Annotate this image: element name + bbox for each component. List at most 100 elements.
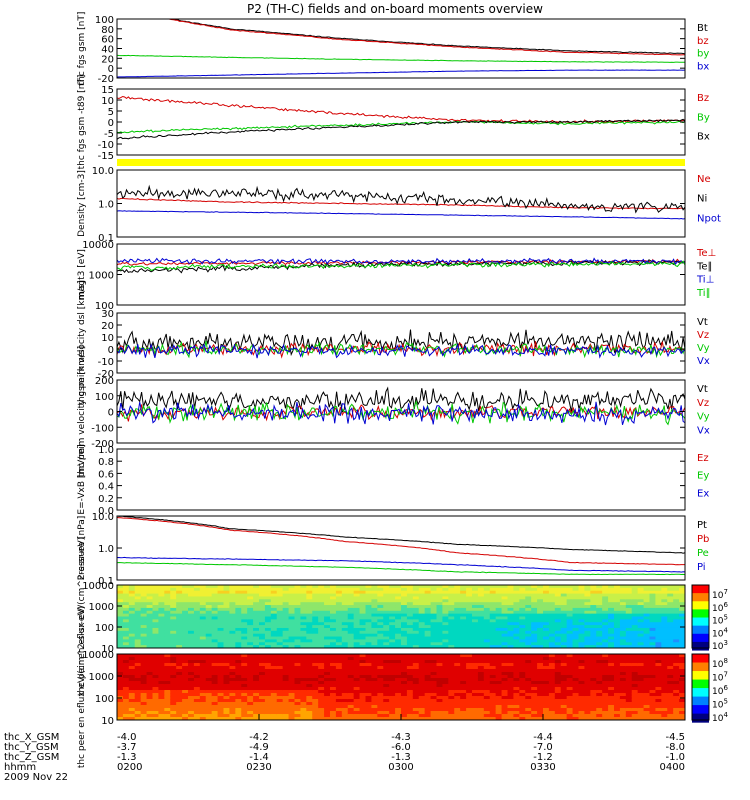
series-line-pt [117, 516, 685, 554]
legend-label: Pe [697, 548, 709, 559]
series-line-ti [117, 257, 685, 266]
panel-10: 10000 1000 100 10 thc peer en eflux eV/(cm^2… [77, 606, 686, 768]
panel-frame [116, 88, 686, 156]
ytick-label: 0.1 [98, 576, 114, 587]
ephemeris-value: -1.0 [665, 752, 685, 763]
y-axis-label: thc fgs gsm [nT] [77, 12, 87, 86]
colorbar-tick-label: 106 [712, 684, 728, 697]
ytick-label: 100 [95, 694, 114, 705]
colorbar-tick-label: 104 [712, 626, 728, 639]
ephemeris-value: -8.0 [665, 742, 685, 753]
legend-label: Ni [697, 194, 707, 205]
series-lines [117, 95, 685, 140]
ytick-label: -10 [98, 357, 114, 368]
ytick-label: 10 [101, 644, 114, 655]
panel-frame [116, 243, 686, 306]
ytick-label: 10 [101, 96, 114, 107]
series-line-pe [117, 561, 685, 576]
ephemeris-value: -6.0 [391, 742, 411, 753]
spectrogram [117, 654, 685, 720]
series-lines [117, 19, 685, 78]
ytick-label: 0 [108, 408, 114, 419]
panel-3: 10.0 1.0 0.1 Density [cm-3] Ne Ni Npot [77, 166, 721, 244]
ytick-label: 20 [101, 54, 114, 65]
ephemeris-value: -4.2 [249, 732, 269, 743]
ephemeris-table: thc_X_GSM -4.0 -4.2 -4.3 -4.4 -4.5 thc_Y_GSM -3… [4, 714, 686, 783]
colorbar-tick-label: 104 [712, 711, 728, 724]
ytick-label: 10000 [82, 581, 114, 592]
series-line-vx [117, 401, 685, 426]
series-lines [117, 184, 685, 220]
ytick-label: 40 [101, 45, 114, 56]
time-tick-label: 0300 [388, 762, 413, 773]
ephemeris-value: -1.3 [117, 752, 137, 763]
series-line-pi [117, 556, 685, 573]
panel-frame [116, 169, 686, 238]
legend-label: Ti∥ [696, 288, 711, 299]
spectrogram [117, 585, 685, 648]
ephemeris-value: -7.0 [533, 742, 553, 753]
series-line-ti [117, 260, 685, 271]
legend-label: Ey [697, 471, 709, 482]
ytick-label: 0.2 [98, 494, 114, 505]
panel-frame [116, 18, 686, 79]
series-lines [117, 329, 685, 359]
legend-label: Vy [697, 343, 710, 354]
y-axis-label: Pressure [nPa] [77, 516, 87, 581]
ephemeris-value: -4.9 [249, 742, 269, 753]
y-axis-label: E=-VxB [mV/m] [77, 444, 87, 514]
ytick-label: -20 [98, 369, 114, 380]
ytick-label: 0 [108, 64, 114, 75]
ytick-label: 0 [108, 118, 114, 129]
ytick-label: 1.0 [98, 200, 114, 211]
ephemeris-row-label: thc_X_GSM [4, 732, 59, 743]
legend-label: Te⊥ [696, 248, 716, 259]
colorbar-tick-label: 103 [712, 639, 728, 652]
series-line-npot [117, 210, 685, 220]
ytick-label: 0.1 [98, 233, 114, 244]
legend-label: Vz [697, 330, 709, 341]
ytick-label: 1.0 [98, 445, 114, 456]
ephemeris-value: -4.5 [665, 732, 685, 743]
ytick-label: 10 [101, 333, 114, 344]
ytick-label: 15 [101, 85, 114, 96]
series-line-by [117, 54, 685, 63]
y-axis-label: thc peim velocity gsm [km/s] [77, 346, 87, 477]
time-tick-label: 0330 [530, 762, 555, 773]
panel-7: 1.00.80.6 0.40.20.0 E=-VxB [mV/m] Ez Ey Ex [77, 444, 709, 517]
legend-label: Te∥ [696, 261, 713, 272]
y-axis-label: thc peer en eflux eV/(cm^2-s-sr-eV) [77, 606, 87, 768]
legend-label: Ez [697, 453, 709, 464]
ytick-label: 0.4 [98, 482, 114, 493]
colorbar-frame [691, 584, 710, 649]
date-label: 2009 Nov 22 [4, 772, 68, 783]
ytick-label: -100 [91, 423, 114, 434]
legend-label: Bt [697, 23, 708, 34]
ytick-label: 0 [108, 345, 114, 356]
ephemeris-value: -4.4 [533, 732, 553, 743]
quality-flag-strip [117, 159, 685, 166]
series-line-vx [117, 343, 685, 359]
ytick-label: 10.0 [92, 166, 114, 177]
legend-label: Vt [697, 317, 708, 328]
ephemeris-value: -4.0 [117, 732, 137, 743]
legend-label: Ex [697, 488, 709, 499]
legend-label: Vx [697, 425, 710, 436]
ytick-label: -15 [98, 151, 114, 162]
series-line-bt [167, 19, 685, 55]
panel-frame [116, 584, 686, 649]
y-axis-label: Density [cm-3] [77, 170, 87, 237]
ytick-label: 100 [95, 392, 114, 403]
legend-label: Bz [697, 93, 709, 104]
colorbar-tick-label: 105 [712, 614, 728, 627]
colorbar-tick-label: 107 [712, 588, 728, 601]
legend-label: bz [697, 36, 709, 47]
series-line-bz [117, 95, 685, 124]
